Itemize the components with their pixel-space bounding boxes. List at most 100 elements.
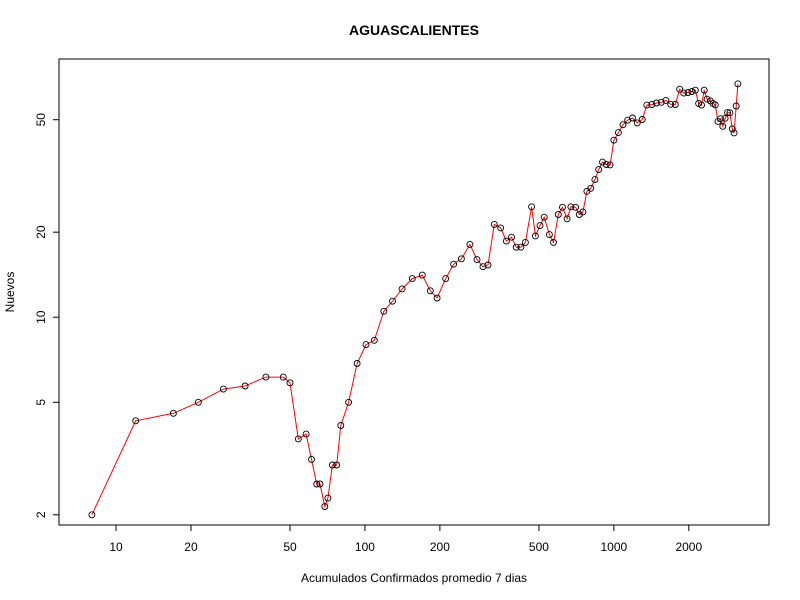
data-point xyxy=(321,503,329,510)
x-tick-label: 20 xyxy=(184,540,198,554)
data-point xyxy=(316,480,324,488)
data-point xyxy=(328,461,336,469)
data-point xyxy=(194,398,202,406)
y-tick-label: 20 xyxy=(34,225,48,239)
data-point xyxy=(726,109,734,117)
data-point xyxy=(643,101,651,109)
data-point xyxy=(671,101,679,108)
data-point xyxy=(676,85,684,93)
data-point xyxy=(667,100,675,108)
data-point xyxy=(426,287,434,295)
data-point xyxy=(721,114,729,122)
x-tick-label: 10 xyxy=(109,540,123,554)
x-tick-label: 100 xyxy=(355,540,375,554)
data-point xyxy=(730,129,738,137)
x-tick-label: 200 xyxy=(430,540,450,554)
data-point xyxy=(313,480,321,488)
data-point xyxy=(602,161,610,168)
data-point xyxy=(719,122,727,130)
data-point xyxy=(450,260,458,268)
data-point xyxy=(362,341,370,349)
data-point xyxy=(703,95,711,103)
data-point xyxy=(610,136,618,144)
data-point xyxy=(732,102,740,110)
data-point xyxy=(567,203,575,211)
data-point xyxy=(333,461,341,469)
data-point xyxy=(484,261,492,269)
data-point xyxy=(579,208,587,216)
data-point xyxy=(433,294,441,302)
y-tick-label: 10 xyxy=(34,310,48,324)
data-point xyxy=(606,161,614,169)
data-point xyxy=(88,511,96,519)
data-point xyxy=(132,417,140,425)
data-point xyxy=(572,203,580,211)
data-point xyxy=(466,240,474,248)
chart-title: AGUASCALIENTES xyxy=(349,22,479,38)
data-point xyxy=(528,203,536,211)
data-point xyxy=(728,125,736,133)
data-point xyxy=(688,88,696,95)
data-point xyxy=(691,86,699,94)
data-point xyxy=(490,220,498,228)
y-axis: 2 5 10 20 50 xyxy=(34,113,60,518)
data-point xyxy=(595,166,603,174)
data-point xyxy=(521,238,529,246)
x-tick-label: 50 xyxy=(283,540,297,554)
data-point xyxy=(591,176,599,184)
data-point xyxy=(497,224,505,232)
data-point xyxy=(353,360,361,367)
data-point xyxy=(653,99,660,107)
data-point xyxy=(711,101,719,109)
data-point xyxy=(517,243,525,251)
data-point xyxy=(408,275,416,283)
data-point xyxy=(512,243,520,251)
data-point xyxy=(380,307,388,315)
data-point xyxy=(473,256,481,264)
data-point xyxy=(648,101,656,108)
data-point xyxy=(389,297,396,305)
data-point xyxy=(345,398,353,406)
data-point xyxy=(559,203,566,211)
data-point xyxy=(587,184,595,192)
data-point xyxy=(536,222,544,230)
y-tick-label: 2 xyxy=(34,511,48,518)
data-point xyxy=(479,263,487,271)
x-tick-label: 2000 xyxy=(675,540,702,554)
data-point xyxy=(680,89,688,97)
data-point xyxy=(241,382,249,390)
data-point xyxy=(279,373,287,381)
data-point xyxy=(508,233,515,241)
data-point xyxy=(550,238,557,246)
data-point xyxy=(724,109,731,117)
data-point xyxy=(554,211,562,218)
data-point xyxy=(370,336,378,344)
data-point xyxy=(717,115,724,123)
data-point xyxy=(531,232,539,240)
data-point xyxy=(286,379,294,387)
data-point xyxy=(502,237,510,245)
data-point xyxy=(599,158,606,166)
data-point xyxy=(700,86,708,94)
data-point xyxy=(619,121,627,129)
data-point xyxy=(614,129,622,137)
data-point xyxy=(294,435,302,443)
data-point xyxy=(545,231,553,239)
data-point xyxy=(662,96,670,104)
data-point xyxy=(629,114,636,122)
y-tick-label: 50 xyxy=(34,113,48,127)
data-point xyxy=(418,271,426,279)
data-point xyxy=(324,494,332,502)
x-axis-label: Acumulados Confirmados promedio 7 dias xyxy=(301,571,527,585)
data-point xyxy=(540,213,548,221)
data-point xyxy=(457,255,465,263)
series-line xyxy=(91,83,739,516)
data-point xyxy=(169,409,177,417)
x-axis: 10 20 50 100 200 500 1000 2000 xyxy=(109,524,702,554)
y-tick-label: 5 xyxy=(34,399,48,406)
data-point xyxy=(684,89,692,96)
plot-frame xyxy=(58,58,770,526)
y-axis-label: Nuevos xyxy=(3,272,17,313)
data-point xyxy=(657,98,665,106)
